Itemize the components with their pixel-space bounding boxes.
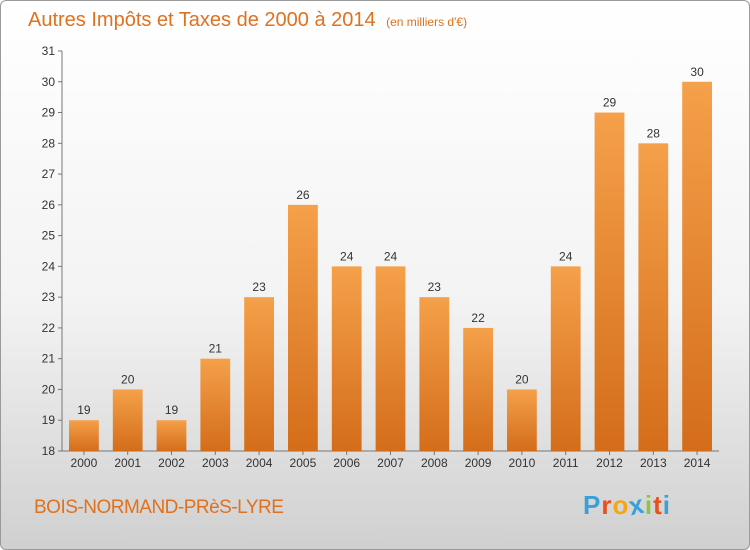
data-label: 23	[428, 280, 442, 294]
y-tick-label: 18	[42, 444, 56, 458]
x-tick-label: 2014	[684, 456, 711, 470]
y-tick-label: 21	[42, 352, 56, 366]
x-tick-label: 2003	[202, 456, 229, 470]
bar	[200, 358, 231, 451]
y-tick-label: 25	[42, 229, 56, 243]
bar	[507, 389, 537, 451]
x-tick-label: 2000	[71, 456, 98, 470]
y-tick-label: 26	[42, 198, 56, 212]
x-tick-label: 2013	[640, 456, 667, 470]
x-tick-label: 2006	[333, 456, 360, 470]
x-tick-label: 2008	[421, 456, 448, 470]
x-tick-label: 2007	[377, 456, 404, 470]
data-label: 21	[209, 342, 223, 356]
chart-title-unit: (en milliers d'€)	[386, 15, 468, 29]
data-label: 19	[165, 403, 179, 417]
data-label: 23	[252, 280, 266, 294]
commune-name: BOIS-NORMAND-PRèS-LYRE	[34, 497, 284, 518]
bar	[375, 266, 406, 451]
bar	[244, 297, 274, 451]
data-label: 29	[603, 96, 617, 110]
y-tick-label: 28	[42, 136, 56, 150]
y-tick-label: 31	[42, 44, 56, 58]
y-tick-label: 29	[42, 106, 56, 120]
x-tick-label: 2012	[596, 456, 623, 470]
data-label: 28	[647, 126, 661, 140]
data-label: 24	[559, 249, 573, 263]
bar	[682, 81, 712, 452]
proxiti-logo: Proxiti	[583, 489, 671, 522]
x-tick-label: 2010	[509, 456, 536, 470]
bar	[463, 327, 493, 451]
x-tick-label: 2009	[465, 456, 492, 470]
y-tick-label: 20	[42, 382, 56, 396]
bar	[156, 420, 187, 451]
bar	[69, 420, 99, 451]
data-label: 22	[471, 311, 485, 325]
bar	[638, 143, 669, 452]
bar	[112, 389, 143, 451]
chart-title: Autres Impôts et Taxes de 2000 à 2014 (e…	[28, 9, 467, 32]
logo-letter: r	[601, 490, 613, 520]
logo-letter: t	[653, 490, 663, 520]
data-label: 20	[121, 372, 135, 386]
x-tick-label: 2001	[114, 456, 141, 470]
data-label: 24	[340, 249, 354, 263]
bar	[331, 266, 362, 451]
x-tick-label: 2004	[246, 456, 273, 470]
y-tick-label: 30	[42, 75, 56, 89]
y-tick-label: 19	[42, 413, 56, 427]
data-label: 19	[77, 403, 91, 417]
logo-letter: P	[583, 490, 602, 520]
data-label: 24	[384, 249, 398, 263]
bar	[594, 112, 625, 452]
bar	[419, 297, 450, 451]
y-tick-label: 24	[42, 259, 56, 273]
logo-letter: i	[662, 490, 671, 520]
bar	[288, 204, 318, 451]
data-label: 26	[296, 188, 310, 202]
y-tick-label: 22	[42, 321, 56, 335]
chart-title-main: Autres Impôts et Taxes de 2000 à 2014	[28, 9, 376, 31]
bar	[550, 266, 581, 451]
data-label: 30	[690, 65, 704, 79]
logo-letter: o	[612, 490, 630, 520]
y-tick-label: 23	[42, 290, 56, 304]
x-tick-label: 2011	[553, 456, 579, 470]
logo-letter: i	[644, 490, 654, 520]
x-tick-label: 2002	[158, 456, 185, 470]
x-tick-label: 2005	[290, 456, 317, 470]
data-label: 20	[515, 372, 529, 386]
y-tick-label: 27	[42, 167, 56, 181]
